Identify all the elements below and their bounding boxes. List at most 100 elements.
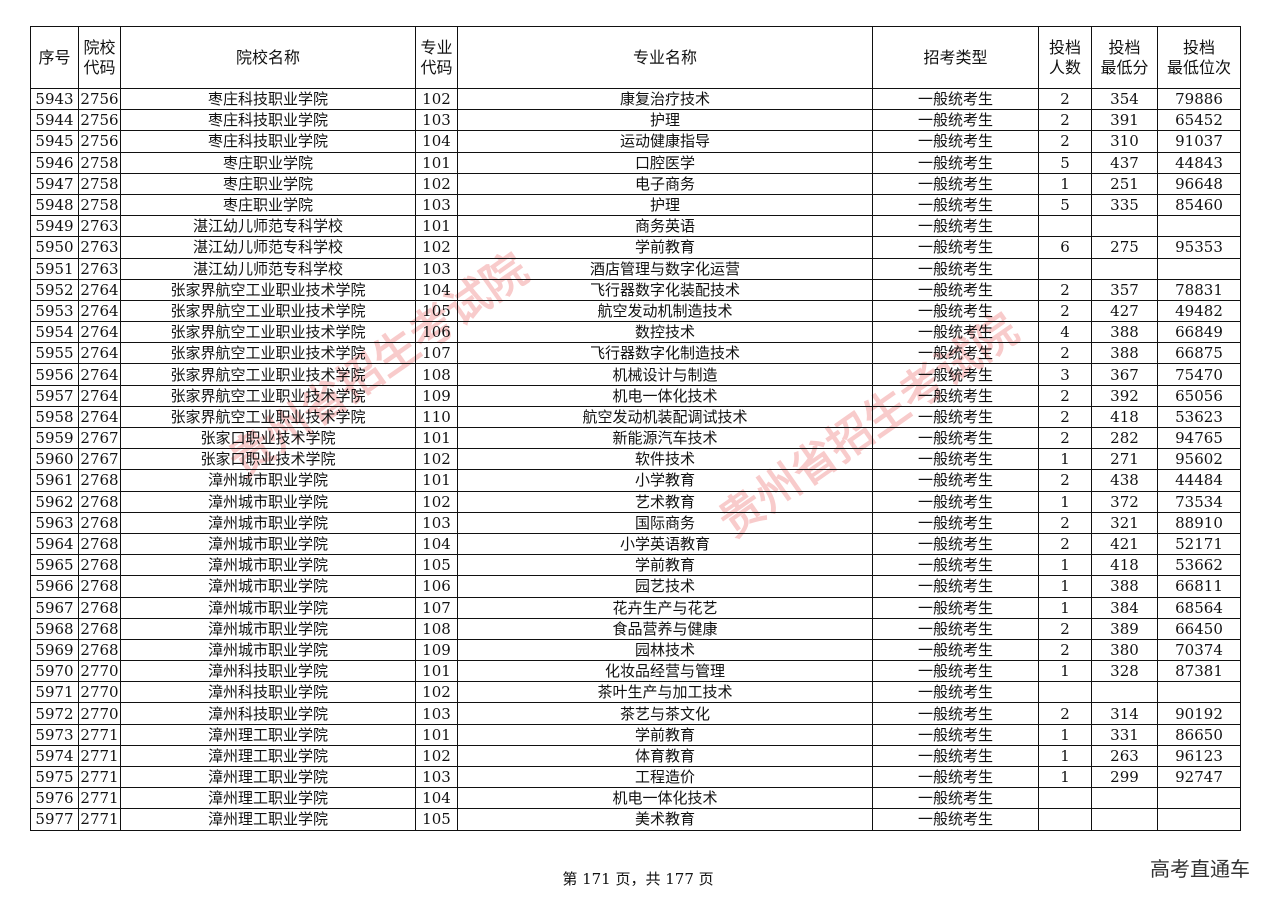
- cell-admitted-count: [1038, 215, 1092, 238]
- cell-seq: 5972: [30, 702, 79, 725]
- cell-admitted-count: 2: [1038, 511, 1092, 534]
- table-row: 5954 2764 张家界航空工业职业技术学院 106 数控技术 一般统考生 4 388 668…: [30, 321, 1241, 344]
- cell-exam-type: 一般统考生: [872, 299, 1039, 323]
- cell-admitted-count: 6: [1038, 236, 1092, 259]
- cell-seq: 5974: [30, 744, 79, 768]
- cell-seq: 5943: [30, 87, 79, 111]
- cell-exam-type: 一般统考生: [872, 87, 1039, 111]
- cell-school-code: 2768: [78, 532, 121, 556]
- cell-min-score: [1091, 215, 1158, 238]
- cell-major-code: 105: [415, 808, 458, 831]
- cell-major-name: 电子商务: [457, 172, 873, 195]
- cell-min-score: 384: [1091, 596, 1158, 619]
- cell-school-name: 枣庄科技职业学院: [120, 109, 416, 132]
- cell-major-code: 107: [415, 596, 458, 619]
- cell-major-name: 新能源汽车技术: [457, 426, 873, 450]
- cell-school-code: 2764: [78, 363, 121, 386]
- cell-admitted-count: 2: [1038, 384, 1092, 407]
- cell-school-code: 2768: [78, 469, 121, 492]
- cell-exam-type: 一般统考生: [872, 681, 1039, 704]
- cell-exam-type: 一般统考生: [872, 448, 1039, 471]
- cell-exam-type: 一般统考生: [872, 426, 1039, 450]
- cell-school-code: 2768: [78, 511, 121, 534]
- cell-min-score: 275: [1091, 236, 1158, 259]
- cell-major-code: 104: [415, 130, 458, 153]
- cell-min-rank: 78831: [1157, 278, 1241, 301]
- cell-min-rank: 92747: [1157, 765, 1241, 789]
- cell-exam-type: 一般统考生: [872, 532, 1039, 556]
- page-number: 第 171 页，共 177 页: [562, 870, 714, 888]
- cell-min-score: 328: [1091, 660, 1158, 683]
- cell-min-rank: 88910: [1157, 511, 1241, 534]
- cell-exam-type: 一般统考生: [872, 765, 1039, 789]
- cell-major-name: 学前教育: [457, 236, 873, 259]
- cell-min-rank: 95353: [1157, 236, 1241, 259]
- cell-school-name: 漳州理工职业学院: [120, 787, 416, 810]
- cell-school-name: 张家界航空工业职业技术学院: [120, 342, 416, 365]
- cell-school-name: 漳州城市职业学院: [120, 596, 416, 619]
- cell-exam-type: 一般统考生: [872, 490, 1039, 513]
- cell-exam-type: 一般统考生: [872, 109, 1039, 132]
- cell-min-rank: 66811: [1157, 575, 1241, 598]
- cell-min-score: 392: [1091, 384, 1158, 407]
- cell-min-score: 314: [1091, 702, 1158, 725]
- cell-major-code: 101: [415, 660, 458, 683]
- cell-school-code: 2771: [78, 765, 121, 789]
- cell-min-rank: [1157, 808, 1241, 831]
- cell-school-name: 枣庄科技职业学院: [120, 87, 416, 111]
- table-row: 5951 2763 湛江幼儿师范专科学校 103 酒店管理与数字化运营 一般统考生: [30, 257, 1241, 280]
- cell-major-name: 花卉生产与花艺: [457, 596, 873, 619]
- cell-major-name: 食品营养与健康: [457, 617, 873, 640]
- cell-admitted-count: 2: [1038, 469, 1092, 492]
- header-major-name: 专业名称: [457, 26, 873, 89]
- cell-major-name: 口腔医学: [457, 151, 873, 174]
- cell-school-code: 2756: [78, 109, 121, 132]
- cell-major-code: 101: [415, 469, 458, 492]
- cell-min-rank: [1157, 681, 1241, 704]
- cell-admitted-count: 2: [1038, 638, 1092, 662]
- table-row: 5957 2764 张家界航空工业职业技术学院 109 机电一体化技术 一般统考生 2 392…: [30, 384, 1241, 407]
- cell-admitted-count: 5: [1038, 151, 1092, 174]
- cell-exam-type: 一般统考生: [872, 575, 1039, 598]
- cell-major-name: 茶艺与茶文化: [457, 702, 873, 725]
- cell-min-score: [1091, 787, 1158, 810]
- header-seq: 序号: [30, 26, 79, 89]
- cell-major-name: 学前教育: [457, 554, 873, 577]
- table-header-row: 序号 院校 代码 院校名称 专业 代码 专业名称 招考类型 投档 人数 投档 最低分 投档 最低…: [30, 26, 1241, 89]
- cell-min-score: 389: [1091, 617, 1158, 640]
- cell-seq: 5946: [30, 151, 79, 174]
- cell-seq: 5965: [30, 554, 79, 577]
- cell-exam-type: 一般统考生: [872, 278, 1039, 301]
- cell-school-name: 漳州城市职业学院: [120, 554, 416, 577]
- cell-school-name: 张家界航空工业职业技术学院: [120, 363, 416, 386]
- cell-school-code: 2770: [78, 681, 121, 704]
- cell-exam-type: 一般统考生: [872, 193, 1039, 217]
- cell-admitted-count: 2: [1038, 109, 1092, 132]
- cell-seq: 5954: [30, 321, 79, 344]
- cell-school-name: 漳州理工职业学院: [120, 765, 416, 789]
- table-row: 5946 2758 枣庄职业学院 101 口腔医学 一般统考生 5 437 44843: [30, 151, 1241, 174]
- cell-min-rank: 65056: [1157, 384, 1241, 407]
- cell-major-name: 机电一体化技术: [457, 384, 873, 407]
- table-row: 5971 2770 漳州科技职业学院 102 茶叶生产与加工技术 一般统考生: [30, 681, 1241, 704]
- cell-min-score: 331: [1091, 723, 1158, 746]
- cell-major-name: 小学教育: [457, 469, 873, 492]
- cell-major-name: 化妆品经营与管理: [457, 660, 873, 683]
- cell-exam-type: 一般统考生: [872, 130, 1039, 153]
- cell-admitted-count: [1038, 808, 1092, 831]
- table-row: 5975 2771 漳州理工职业学院 103 工程造价 一般统考生 1 299 92747: [30, 765, 1241, 789]
- cell-school-name: 张家界航空工业职业技术学院: [120, 299, 416, 323]
- cell-admitted-count: 1: [1038, 490, 1092, 513]
- cell-admitted-count: 1: [1038, 744, 1092, 768]
- cell-major-code: 106: [415, 575, 458, 598]
- cell-min-rank: 49482: [1157, 299, 1241, 323]
- cell-major-code: 104: [415, 532, 458, 556]
- cell-seq: 5950: [30, 236, 79, 259]
- cell-exam-type: 一般统考生: [872, 172, 1039, 195]
- header-admitted-count: 投档 人数: [1038, 26, 1092, 89]
- cell-school-name: 漳州城市职业学院: [120, 617, 416, 640]
- cell-major-code: 108: [415, 617, 458, 640]
- cell-admitted-count: [1038, 257, 1092, 280]
- cell-school-code: 2764: [78, 299, 121, 323]
- cell-min-score: [1091, 257, 1158, 280]
